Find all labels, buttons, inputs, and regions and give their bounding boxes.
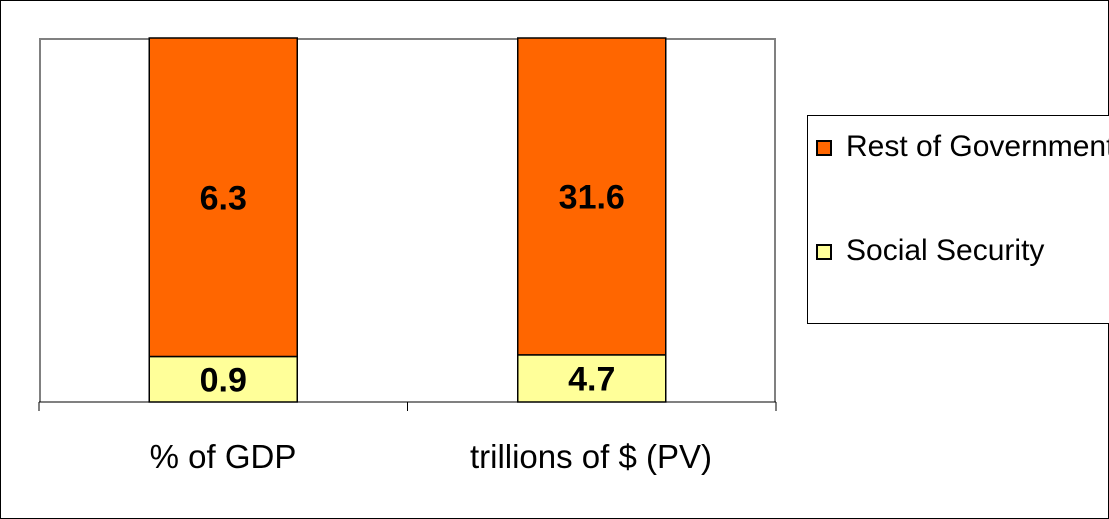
bar-social-security-0 <box>148 355 298 403</box>
legend-label-social-security: Social Security <box>846 234 1045 267</box>
x-tick-label-0: % of GDP <box>149 438 297 475</box>
bar-social-security-1 <box>517 354 667 403</box>
data-label-rest-of-government-0: 6.3 <box>200 179 247 217</box>
legend-swatch-social-security <box>816 244 832 260</box>
legend-swatch-rest-of-government <box>816 140 832 156</box>
data-label-social-security-0: 0.9 <box>200 361 247 399</box>
legend: Rest of Government Social Security <box>807 115 1109 324</box>
bar-rest-of-government-0 <box>148 37 298 358</box>
legend-label-rest-of-government: Rest of Government <box>846 130 1109 163</box>
x-tick-label-1: trillions of $ (PV) <box>469 438 713 475</box>
data-label-rest-of-government-1: 31.6 <box>559 178 625 216</box>
bar-rest-of-government-1 <box>517 37 667 356</box>
data-label-social-security-1: 4.7 <box>568 360 615 398</box>
